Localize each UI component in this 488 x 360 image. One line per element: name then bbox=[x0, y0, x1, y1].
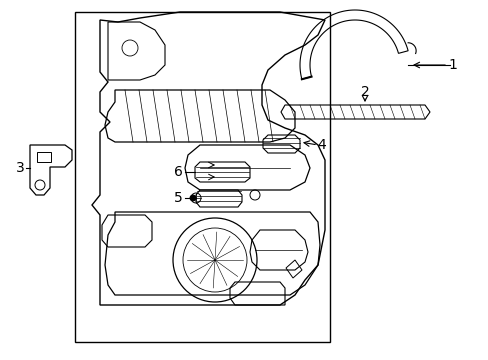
Text: 3: 3 bbox=[16, 161, 24, 175]
Bar bbox=[37, 152, 51, 162]
Circle shape bbox=[190, 195, 196, 201]
Text: 6: 6 bbox=[173, 165, 182, 179]
Text: 5: 5 bbox=[173, 191, 182, 205]
Text: 4: 4 bbox=[317, 138, 325, 152]
Text: 1: 1 bbox=[447, 58, 456, 72]
Text: 2: 2 bbox=[360, 85, 368, 99]
Bar bbox=[75, 12, 329, 342]
